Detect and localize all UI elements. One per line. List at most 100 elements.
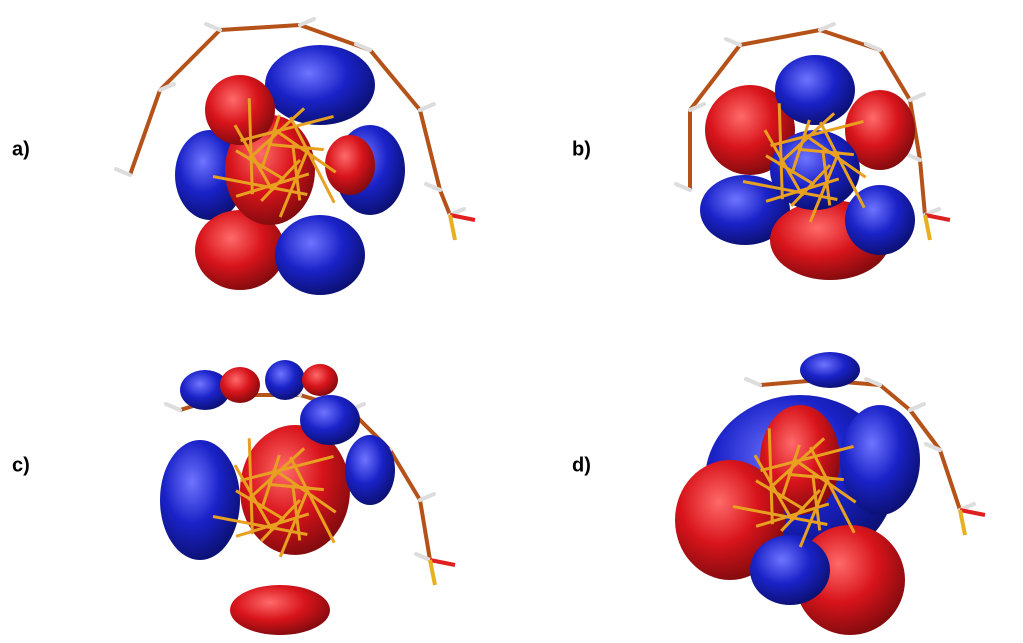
bond-stick bbox=[780, 444, 801, 500]
sulfonate bbox=[959, 508, 986, 517]
bond-stick bbox=[272, 127, 337, 174]
orbital-lobe bbox=[750, 535, 830, 605]
bond-stick bbox=[802, 132, 867, 179]
panel-label: a) bbox=[12, 138, 30, 160]
bond-stick bbox=[811, 474, 822, 531]
orbital-lobe bbox=[705, 85, 795, 175]
hydrogen-stick bbox=[414, 552, 432, 562]
bond-stick bbox=[765, 154, 816, 186]
hydrogen-stick bbox=[164, 402, 182, 412]
hydrogen-stick bbox=[354, 42, 372, 52]
orbital-lobe bbox=[195, 210, 285, 290]
orbital-lobe bbox=[205, 75, 275, 145]
hydrogen-stick bbox=[864, 42, 882, 52]
hydrogen-stick bbox=[744, 377, 762, 387]
hydrogen-stick bbox=[818, 22, 836, 32]
orbital-lobe bbox=[160, 440, 240, 560]
bond-stick bbox=[235, 489, 286, 521]
bond-stick bbox=[753, 454, 795, 522]
bond-stick bbox=[260, 498, 302, 542]
orbital-lobe bbox=[265, 360, 305, 400]
orbital-lobe bbox=[275, 215, 365, 295]
bond-stick bbox=[792, 457, 857, 504]
orbital-lobe bbox=[220, 367, 260, 403]
bond-stick bbox=[278, 145, 311, 218]
orbital-lobe bbox=[845, 185, 915, 255]
bond-stick bbox=[787, 472, 844, 482]
bond-stick bbox=[246, 107, 306, 161]
bond-stick bbox=[766, 437, 826, 491]
hydrogen-stick bbox=[418, 492, 436, 502]
hydrogen-stick bbox=[674, 182, 692, 192]
orbital-lobe bbox=[700, 175, 790, 245]
backbone bbox=[688, 28, 927, 216]
orbital-lobe bbox=[325, 135, 375, 195]
sulfonate bbox=[923, 214, 932, 241]
molecule bbox=[674, 22, 951, 280]
bond-stick bbox=[260, 454, 281, 510]
orbital-lobe bbox=[800, 352, 860, 388]
bond-stick bbox=[267, 142, 324, 152]
bond-stick bbox=[767, 428, 774, 525]
sulfonate bbox=[429, 558, 456, 567]
hydrogen-stick bbox=[114, 167, 132, 177]
bond-stick bbox=[267, 482, 324, 492]
orbital-lobe bbox=[302, 364, 338, 396]
bond-stick bbox=[233, 124, 275, 192]
bond-stick bbox=[797, 147, 854, 157]
bond-stick bbox=[289, 116, 336, 204]
bond-stick bbox=[240, 454, 334, 482]
orbital-lobe bbox=[230, 585, 330, 635]
hydrogen-stick bbox=[724, 37, 742, 47]
hydrogen-stick bbox=[924, 442, 942, 452]
bond-stick bbox=[780, 488, 822, 532]
molecule bbox=[114, 17, 476, 295]
hydrogen-stick bbox=[158, 82, 176, 92]
hydrogen-stick bbox=[424, 182, 442, 192]
bond-stick bbox=[808, 150, 841, 223]
bond-stick bbox=[760, 444, 854, 472]
bond-stick bbox=[821, 149, 832, 206]
molecule bbox=[160, 360, 456, 635]
bond-stick bbox=[790, 119, 811, 175]
hydrogen-stick bbox=[688, 102, 706, 112]
bond-stick bbox=[278, 485, 311, 558]
orbital-lobe bbox=[845, 90, 915, 170]
molecule bbox=[675, 352, 986, 635]
bond-stick bbox=[260, 158, 302, 202]
hydrogen-stick bbox=[298, 17, 316, 27]
bond-stick bbox=[260, 114, 281, 170]
bond-stick bbox=[763, 129, 805, 197]
bond-stick bbox=[809, 446, 856, 534]
bond-stick bbox=[247, 438, 254, 535]
sulfonate bbox=[958, 509, 967, 536]
bond-stick bbox=[291, 144, 302, 201]
sulfonate bbox=[428, 559, 437, 586]
hydrogen-stick bbox=[908, 402, 926, 412]
orbital-lobe bbox=[180, 370, 230, 410]
orbital-lobe bbox=[775, 55, 855, 125]
bond-stick bbox=[233, 464, 275, 532]
hydrogen-stick bbox=[904, 152, 922, 162]
bond-stick bbox=[235, 149, 286, 181]
bond-stick bbox=[798, 475, 831, 548]
bond-stick bbox=[777, 103, 784, 200]
bond-stick bbox=[776, 112, 836, 166]
bond-stick bbox=[246, 447, 306, 501]
sulfonate bbox=[924, 213, 951, 222]
orbital-lobe bbox=[300, 395, 360, 445]
orbital-lobe bbox=[840, 405, 920, 515]
hydrogen-stick bbox=[864, 377, 882, 387]
bond-stick bbox=[819, 121, 866, 209]
bond-stick bbox=[272, 467, 337, 514]
orbital-lobe bbox=[345, 435, 395, 505]
hydrogen-stick bbox=[418, 102, 436, 112]
panel-label: b) bbox=[572, 138, 591, 160]
bond-stick bbox=[790, 163, 832, 207]
bond-stick bbox=[770, 119, 864, 147]
bond-stick bbox=[755, 479, 806, 511]
bond-stick bbox=[240, 114, 334, 142]
bond-stick bbox=[247, 98, 254, 195]
